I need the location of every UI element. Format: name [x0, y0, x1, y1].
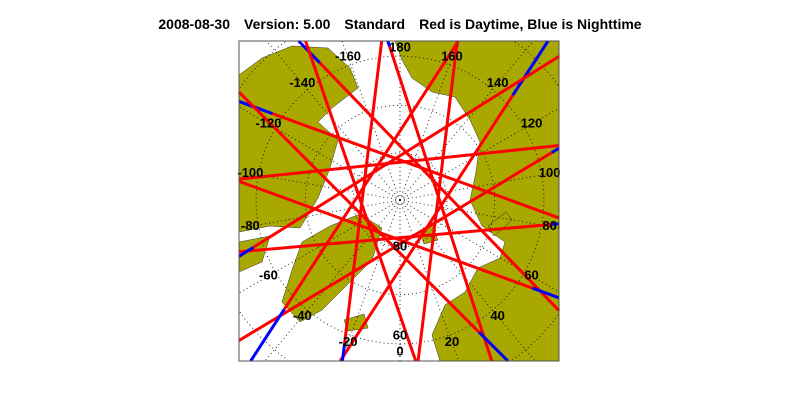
longitude-label: 80 — [542, 218, 556, 233]
track-day-segment — [304, 40, 418, 362]
track-day-segment — [343, 40, 384, 344]
map-frame — [238, 40, 560, 362]
meridian-line — [399, 199, 560, 293]
graticule — [238, 40, 560, 362]
longitude-label: 60 — [524, 267, 538, 282]
meridian-line — [341, 199, 401, 362]
longitude-label: -100 — [237, 165, 263, 180]
latitude-circle — [239, 311, 289, 361]
track-day-segment — [416, 45, 459, 362]
track-day-segment — [238, 179, 533, 290]
meridian-line — [399, 40, 534, 201]
longitude-label: -20 — [339, 334, 358, 349]
meridian-line — [399, 199, 560, 229]
version-label: Version: 5.00 — [244, 16, 331, 32]
longitude-label: 100 — [539, 165, 561, 180]
meridian-line — [399, 40, 459, 201]
latitude-label: 60 — [393, 327, 407, 342]
longitude-label: -60 — [259, 267, 278, 282]
track-day-segment — [252, 55, 560, 249]
track-night-segment — [531, 286, 560, 300]
track-night-segment — [249, 308, 286, 362]
meridian-line — [399, 199, 459, 362]
track-night-segment — [511, 40, 550, 97]
graticule-labels: 180 -160 160 -140 140 -120 120 -100 100 -80 80 -60 6… — [237, 40, 560, 359]
longitude-label: 160 — [441, 49, 463, 64]
longitude-label: 0 — [396, 343, 403, 358]
meridian-line — [266, 40, 401, 201]
meridian-line — [238, 106, 401, 201]
track-day-segment — [318, 61, 561, 312]
latitude-circle — [255, 55, 545, 345]
latitude-circle — [239, 41, 286, 89]
track-night-segment — [551, 146, 560, 154]
longitude-label: -120 — [255, 115, 281, 130]
track-day-segment — [388, 45, 494, 362]
track-night-segment — [551, 222, 560, 226]
meridian-line — [238, 199, 401, 294]
land-layer — [238, 40, 560, 362]
longitude-label: -40 — [293, 308, 312, 323]
longitude-label: 20 — [445, 334, 459, 349]
legend-note: Red is Daytime, Blue is Nighttime — [419, 16, 642, 32]
track-day-segment — [238, 144, 560, 181]
longitude-label: -160 — [335, 49, 361, 64]
longitude-label: 120 — [521, 115, 543, 130]
track-day-segment — [237, 91, 481, 334]
meridian-line — [399, 107, 560, 201]
longitude-label: 180 — [389, 40, 411, 55]
track-day-segment — [338, 94, 515, 362]
track-night-segment — [238, 246, 255, 258]
latitude-circle — [304, 104, 496, 296]
longitude-label: 140 — [487, 75, 509, 90]
map-title: 2008-08-30 Version: 5.00 Standard Red is Da… — [0, 16, 800, 32]
latitude-circle — [511, 314, 559, 361]
latitude-label: 80 — [393, 238, 407, 253]
track-night-segment — [340, 343, 347, 362]
longitude-label: -80 — [241, 218, 260, 233]
date-label: 2008-08-30 — [158, 16, 231, 32]
track-day-segment — [283, 40, 460, 310]
meridian-line — [399, 171, 560, 201]
longitude-label: -140 — [289, 75, 315, 90]
latitude-circle — [352, 152, 448, 248]
track-day-segment — [272, 112, 560, 220]
longitude-label: 40 — [490, 308, 504, 323]
meridian-line — [238, 199, 401, 229]
satellite-tracks — [237, 39, 561, 363]
track-night-segment — [386, 40, 391, 47]
product-label: Standard — [344, 16, 406, 32]
track-night-segment — [477, 331, 509, 363]
